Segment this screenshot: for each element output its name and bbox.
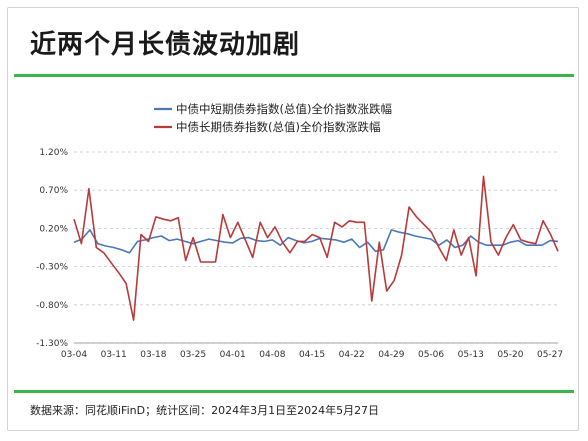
y-axis-ticks: 1.20% 0.70% 0.20% -0.30% -0.80% -1.30% (36, 148, 68, 349)
y-tick-label: 0.20% (39, 224, 68, 234)
x-tick-label: 04-01 (220, 350, 246, 360)
series-line-2 (73, 175, 559, 321)
grid-lines (74, 151, 558, 344)
footer-divider (14, 390, 574, 393)
x-tick-label: 05-20 (497, 350, 523, 360)
x-tick-label: 04-08 (259, 350, 285, 360)
title-divider (14, 74, 574, 77)
x-tick-label: 03-04 (61, 350, 87, 360)
series-line-1 (73, 229, 559, 254)
legend-label-1: 中债中短期债券指数(总值)全价指数涨跌幅 (176, 102, 392, 116)
x-axis-ticks: 03-04 03-11 03-18 03-25 04-01 04-08 04-15 04-22… (61, 350, 563, 360)
x-tick-label: 05-27 (537, 350, 563, 360)
x-tick-label: 04-22 (339, 350, 365, 360)
x-tick-label: 04-29 (378, 350, 404, 360)
y-tick-label: -1.30% (36, 339, 68, 349)
x-tick-label: 05-06 (418, 350, 444, 360)
x-tick-label: 03-18 (140, 350, 166, 360)
x-tick-label: 03-25 (180, 350, 206, 360)
card-frame (7, 7, 579, 431)
legend-label-2: 中债长期债券指数(总值)全价指数涨跌幅 (176, 120, 380, 134)
x-tick-label: 03-11 (101, 350, 127, 360)
x-tick-label: 04-15 (299, 350, 325, 360)
y-tick-label: 1.20% (39, 148, 68, 158)
y-tick-label: -0.80% (36, 301, 68, 311)
y-tick-label: 0.70% (39, 186, 68, 196)
source-note: 数据来源：同花顺iFinD；统计区间：2024年3月1日至2024年5月27日 (30, 404, 380, 417)
page-title: 近两个月长债波动加剧 (30, 30, 301, 60)
series-lines (73, 175, 559, 321)
y-tick-label: -0.30% (36, 263, 68, 273)
x-tick-label: 05-13 (458, 350, 484, 360)
